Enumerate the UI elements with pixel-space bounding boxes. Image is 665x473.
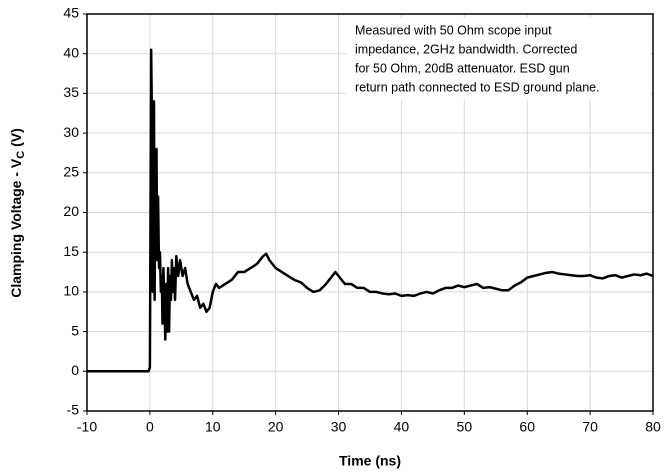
annotation-line: for 50 Ohm, 20dB attenuator. ESD gun bbox=[355, 61, 570, 75]
y-tick-label: 30 bbox=[63, 124, 79, 140]
y-tick-label: 15 bbox=[63, 243, 79, 259]
y-axis-label: Clamping Voltage - VC (V) bbox=[8, 128, 27, 298]
x-tick-label: 40 bbox=[394, 419, 410, 435]
annotation-line: impedance, 2GHz bandwidth. Corrected bbox=[355, 42, 577, 56]
annotation: Measured with 50 Ohm scope input impedanc… bbox=[346, 18, 650, 100]
y-tick-label: 40 bbox=[63, 44, 79, 60]
y-tick-label: 0 bbox=[71, 362, 79, 378]
x-tick-label: 20 bbox=[268, 419, 284, 435]
x-tick-label: 80 bbox=[645, 419, 661, 435]
plot-border bbox=[86, 13, 654, 412]
y-tick-label: 10 bbox=[63, 283, 79, 299]
annotation-line: Measured with 50 Ohm scope input bbox=[355, 23, 552, 37]
x-axis-label: Time (ns) bbox=[339, 453, 401, 469]
x-tick-label: 0 bbox=[146, 419, 154, 435]
annotation-box bbox=[346, 18, 650, 100]
y-axis-label-sub: C bbox=[15, 151, 27, 159]
y-axis-label-main: Clamping Voltage - V bbox=[8, 158, 24, 298]
y-tick-label: 5 bbox=[71, 322, 79, 338]
y-tick-label: 25 bbox=[63, 164, 79, 180]
x-tick-label: 30 bbox=[331, 419, 347, 435]
x-tick-label: 70 bbox=[582, 419, 598, 435]
y-tick-label: 20 bbox=[63, 203, 79, 219]
data-line bbox=[87, 48, 654, 373]
x-tick-label: 50 bbox=[457, 419, 473, 435]
annotation-line: return path connected to ESD ground plan… bbox=[355, 80, 600, 94]
y-tick-label: 45 bbox=[63, 5, 79, 21]
x-tick-label: 10 bbox=[205, 419, 221, 435]
x-tick-label: -10 bbox=[77, 419, 97, 435]
y-axis-label-unit: (V) bbox=[8, 128, 24, 151]
y-tick-label: -5 bbox=[67, 402, 80, 418]
x-tick-label: 60 bbox=[519, 419, 535, 435]
y-tick-label: 35 bbox=[63, 84, 79, 100]
